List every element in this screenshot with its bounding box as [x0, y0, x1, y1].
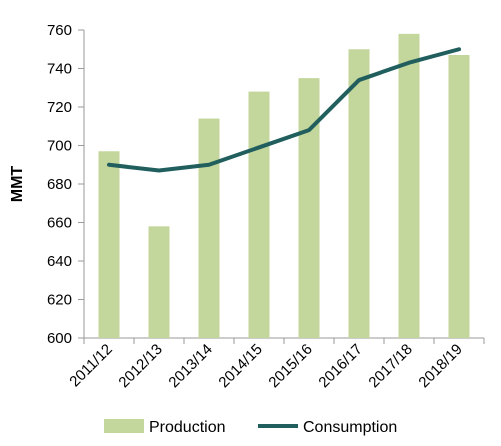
x-tick-label: 2015/16 — [265, 341, 315, 391]
point-consumption — [258, 146, 260, 148]
y-axis-label: MMT — [9, 166, 26, 203]
line-series — [107, 47, 461, 173]
x-tick-label: 2012/13 — [115, 341, 165, 391]
x-tick-label: 2017/18 — [365, 341, 415, 391]
y-ticks: 600 620 640 660 680 700 720 740 760 — [47, 22, 84, 347]
x-tick-label: 2016/17 — [315, 341, 365, 391]
bar-production — [448, 55, 470, 339]
x-tick-label: 2018/19 — [415, 341, 465, 391]
y-tick-label: 720 — [47, 99, 72, 116]
point-consumption — [108, 164, 110, 166]
bar-production — [348, 49, 370, 338]
bars — [98, 33, 470, 339]
axes — [83, 30, 484, 339]
y-tick-label: 700 — [47, 138, 72, 155]
y-tick-label: 660 — [47, 215, 72, 232]
legend-production-label: Production — [149, 419, 226, 436]
point-consumption — [158, 170, 160, 172]
legend-consumption-label: Consumption — [303, 419, 397, 436]
bar-production — [298, 78, 320, 338]
bar-production — [148, 226, 170, 338]
bar-production — [398, 33, 420, 338]
x-tick-label: 2014/15 — [215, 341, 265, 391]
x-tick-label: 2013/14 — [165, 341, 215, 391]
x-tick-label: 2011/12 — [66, 341, 116, 391]
y-tick-label: 740 — [47, 61, 72, 78]
y-tick-label: 680 — [47, 176, 72, 193]
point-consumption — [358, 79, 360, 81]
line-consumption — [107, 47, 461, 173]
x-ticks: 2011/12 2012/13 2013/14 2014/15 2015/16 2016/… — [66, 338, 485, 391]
y-tick-label: 760 — [47, 22, 72, 39]
point-consumption — [208, 164, 210, 166]
bar-production — [198, 118, 220, 338]
legend-production-swatch — [104, 419, 144, 433]
y-tick-label: 620 — [47, 292, 72, 309]
point-consumption — [308, 129, 310, 131]
bar-production — [248, 91, 270, 338]
point-consumption — [458, 48, 460, 50]
legend: Production Consumption — [104, 419, 397, 436]
bar-production — [98, 151, 120, 338]
point-consumption — [408, 62, 410, 64]
y-tick-label: 640 — [47, 253, 72, 270]
y-tick-label: 600 — [47, 330, 72, 347]
